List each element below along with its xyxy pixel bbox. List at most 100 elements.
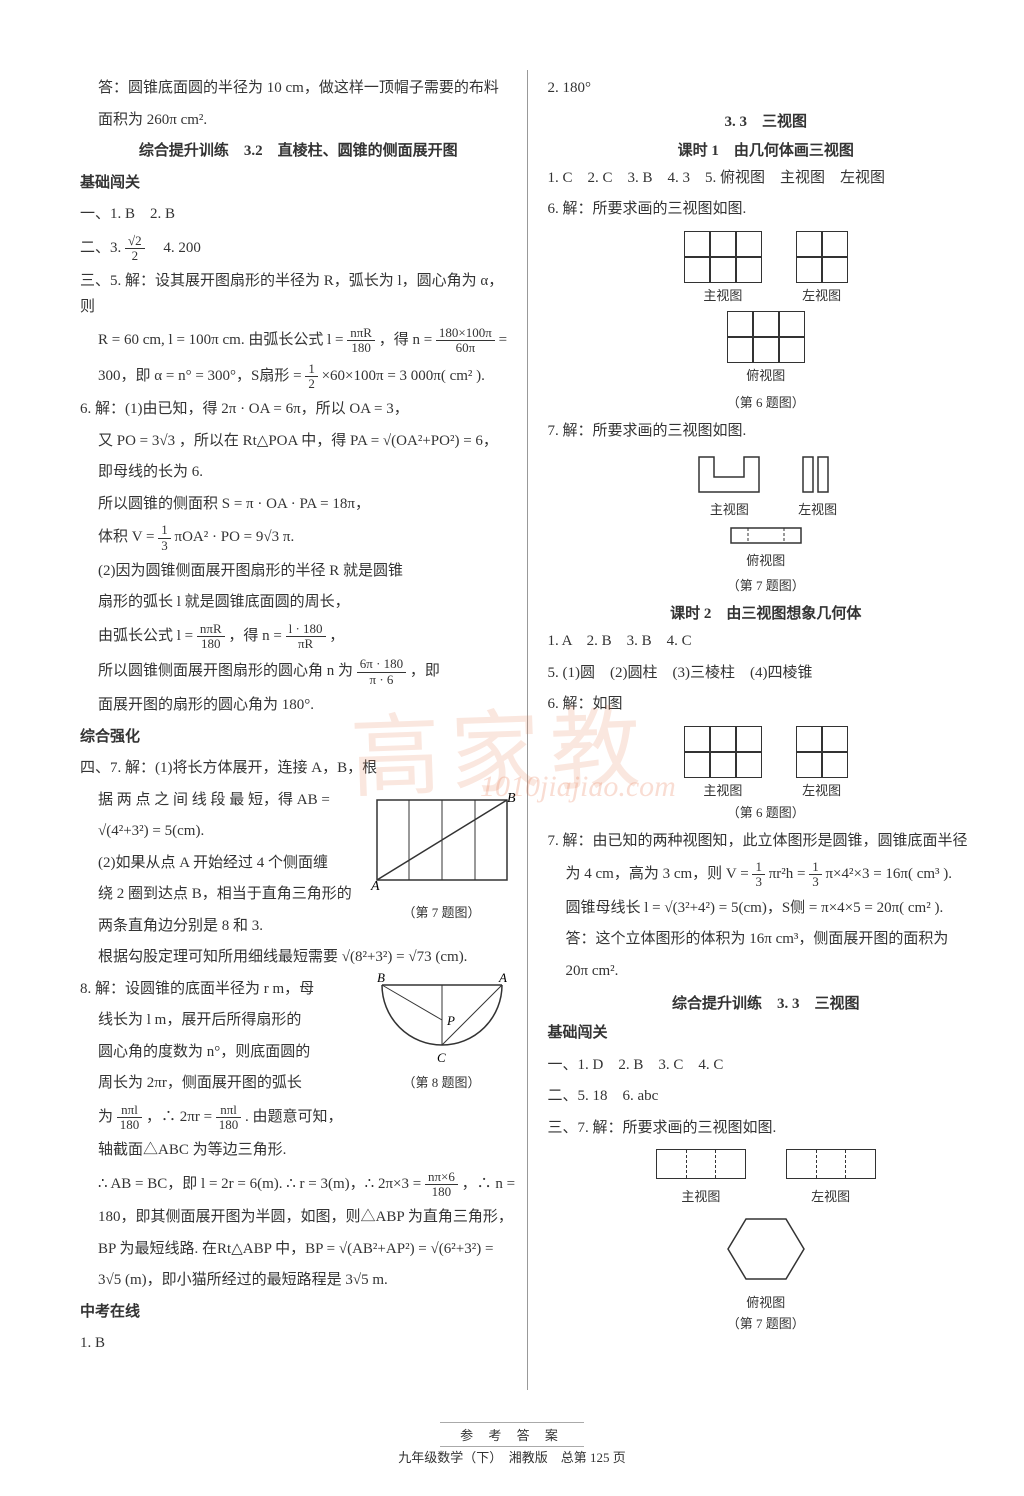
- text: 7. 解：由已知的两种视图知，此立体图形是圆锥，圆锥底面半径: [548, 829, 985, 855]
- text: ∴ AB = BC，即 l = 2r = 6(m). ∴ r = 3(m)，∴ …: [80, 1170, 517, 1200]
- fraction: nπ×6180: [425, 1170, 458, 1200]
- section-title: 综合提升训练 3.2 直棱柱、圆锥的侧面展开图: [80, 139, 517, 165]
- text: 所以圆锥侧面展开图扇形的圆心角 n 为: [98, 664, 357, 680]
- text: 6. 解：如图: [548, 692, 985, 718]
- svg-text:P: P: [446, 1013, 455, 1028]
- figure-caption: （第 6 题图）: [548, 802, 985, 821]
- text: 6. 解：(1)由已知，得 2π · OA = 6π，所以 OA = 3，: [80, 397, 517, 423]
- figure-7-right: 主视图 左视图 俯视图 （第 7 题图）: [548, 452, 985, 594]
- text: πOA² · PO = 9√3 π.: [175, 530, 295, 546]
- left-column: 答：圆锥底面圆的半径为 10 cm，做这样一顶帽子需要的布料 面积为 260π …: [80, 70, 528, 1390]
- u-shape-icon: [694, 452, 764, 497]
- text: R = 60 cm, l = 100π cm. 由弧长公式 l =: [98, 332, 347, 348]
- text: 三、7. 解：所要求画的三视图如图.: [548, 1116, 985, 1142]
- text: 面展开图的扇形的圆心角为 180°.: [80, 693, 517, 719]
- fraction: nπR180: [347, 326, 375, 356]
- rect-dash-icon: [656, 1149, 746, 1179]
- fraction: 12: [305, 362, 318, 392]
- text: BP 为最短线路. 在Rt△ABP 中，BP = √(AB²+AP²) = √(…: [80, 1237, 517, 1263]
- figure-caption: （第 8 题图）: [367, 1072, 517, 1091]
- figure-label: 俯视图: [727, 365, 805, 384]
- grid-icon: [727, 311, 805, 363]
- fraction: 6π · 180π · 6: [357, 657, 406, 687]
- rect-dash-icon: [786, 1149, 876, 1179]
- text: 300，即 α = n° = 300°，S扇形 =: [98, 368, 305, 384]
- figure-label: 俯视图: [726, 550, 806, 569]
- text: 由弧长公式 l =: [98, 628, 197, 644]
- figure-caption: （第 7 题图）: [548, 1313, 985, 1332]
- text: 二、3.: [80, 240, 125, 256]
- hexagon-icon: [726, 1214, 806, 1284]
- rectangle-diagram: A B: [367, 790, 517, 900]
- text: 根据勾股定理可知所用细线最短需要 √(8²+3²) = √73 (cm).: [80, 945, 517, 971]
- text: 300，即 α = n° = 300°，S扇形 = 12 ×60×100π = …: [80, 362, 517, 392]
- grid-icon: [684, 726, 762, 778]
- text: 180，即其侧面展开图为半圆，如图，则△ABP 为直角三角形，: [80, 1205, 517, 1231]
- grid-icon: [684, 231, 762, 283]
- figure-label: 主视图: [684, 285, 762, 304]
- figure-label: 主视图: [648, 1186, 754, 1205]
- text: 圆锥母线长 l = √(3²+4²) = 5(cm)，S侧 = π×4×5 = …: [548, 896, 985, 922]
- fraction: nπl180: [216, 1103, 242, 1133]
- text: 二、5. 18 6. abc: [548, 1084, 985, 1110]
- text: 为 4 cm，高为 3 cm，则 V = 13 πr²h = 13 π×4²×3…: [548, 860, 985, 890]
- text: 二、3. √22 4. 200: [80, 234, 517, 264]
- text: ，得 n =: [379, 332, 436, 348]
- figure-6-right: 主视图 左视图 俯视图 （第 6 题图）: [548, 231, 985, 411]
- figure-label: 主视图: [694, 499, 764, 518]
- figure-label: 主视图: [684, 780, 762, 799]
- figure-7b-right: 主视图 左视图 俯视图 （第 7 题图）: [548, 1149, 985, 1332]
- text: 面积为 260π cm².: [80, 108, 517, 134]
- figure-label: 左视图: [796, 780, 848, 799]
- fraction: √22: [125, 234, 145, 264]
- figure-label: 左视图: [798, 499, 837, 518]
- figure-7-left: A B （第 7 题图）: [367, 790, 517, 921]
- text: 轴截面△ABC 为等边三角形.: [80, 1138, 517, 1164]
- grid-icon: [796, 726, 848, 778]
- text: 体积 V = 13 πOA² · PO = 9√3 π.: [80, 523, 517, 553]
- text: 所以圆锥的侧面积 S = π · OA · PA = 18π，: [80, 492, 517, 518]
- footer-title: 参 考 答 案: [440, 1422, 584, 1447]
- text: ×60×100π = 3 000π( cm² ).: [322, 368, 485, 384]
- text: π×4²×3 = 16π( cm³ ).: [825, 866, 952, 882]
- fraction: nπl180: [117, 1103, 143, 1133]
- text: (2)因为圆锥侧面展开图扇形的半径 R 就是圆锥: [80, 559, 517, 585]
- fraction: nπR180: [197, 622, 225, 652]
- top-shape-icon: [726, 523, 806, 548]
- text: 7. 解：所要求画的三视图如图.: [548, 419, 985, 445]
- text: 为: [98, 1109, 117, 1125]
- text: 4. 200: [148, 240, 201, 256]
- text: 由弧长公式 l = nπR180 ，得 n = l · 180πR ，: [80, 622, 517, 652]
- text: ，: [329, 628, 344, 644]
- text: 为 nπl180 ，∴ 2πr = nπl180 . 由题意可知，: [80, 1103, 517, 1133]
- subtitle: 课时 2 由三视图想象几何体: [548, 602, 985, 623]
- rect-shape-icon: [798, 452, 833, 497]
- svg-text:B: B: [507, 791, 516, 806]
- text: 2. 180°: [548, 76, 985, 102]
- figure-caption: （第 6 题图）: [548, 392, 985, 411]
- section-title: 综合提升训练 3. 3 三视图: [548, 992, 985, 1013]
- figure-8-left: B A P C （第 8 题图）: [367, 970, 517, 1091]
- fraction: 180×100π60π: [436, 326, 495, 356]
- text: 1. B: [80, 1331, 517, 1357]
- text: 四、7. 解：(1)将长方体展开，连接 A，B，根: [80, 760, 377, 776]
- fraction: 13: [158, 523, 171, 553]
- svg-text:C: C: [437, 1050, 446, 1065]
- heading: 综合强化: [80, 725, 517, 751]
- text: ，∴ 2πr =: [146, 1109, 216, 1125]
- text: 答：圆锥底面圆的半径为 10 cm，做这样一顶帽子需要的布料: [80, 76, 517, 102]
- svg-text:A: A: [370, 879, 380, 894]
- text: ，得 n =: [228, 628, 285, 644]
- fraction: 13: [752, 860, 765, 890]
- text: 1. A 2. B 3. B 4. C: [548, 629, 985, 655]
- heading: 中考在线: [80, 1300, 517, 1326]
- text: 所以圆锥侧面展开图扇形的圆心角 n 为 6π · 180π · 6 ，即: [80, 657, 517, 687]
- heading: 基础闯关: [548, 1021, 985, 1047]
- text: 5. (1)圆 (2)圆柱 (3)三棱柱 (4)四棱锥: [548, 661, 985, 687]
- fraction: 13: [809, 860, 822, 890]
- svg-text:A: A: [498, 970, 507, 985]
- text: 6. 解：所要求画的三视图如图.: [548, 197, 985, 223]
- heading: 基础闯关: [80, 171, 517, 197]
- text: 为 4 cm，高为 3 cm，则 V =: [566, 866, 753, 882]
- figure-label: 左视图: [778, 1186, 884, 1205]
